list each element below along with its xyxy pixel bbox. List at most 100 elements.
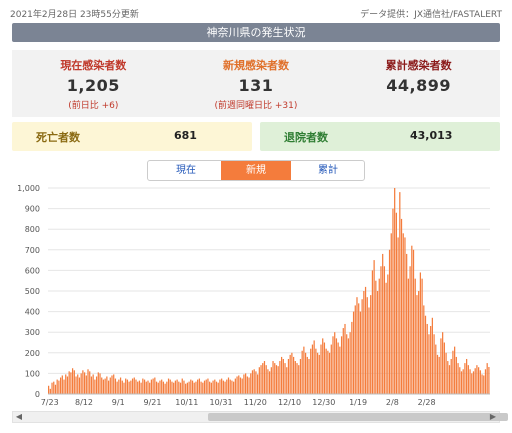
bar	[335, 338, 338, 394]
scroll-left-arrow-icon[interactable]: ◀	[15, 412, 23, 421]
bar	[303, 346, 305, 394]
bar	[450, 358, 452, 394]
bar	[190, 379, 192, 394]
bar	[478, 367, 480, 394]
bar	[476, 365, 478, 394]
bar	[349, 332, 351, 394]
bar	[298, 365, 300, 394]
x-tick-label: 8/12	[75, 398, 93, 407]
current-cases-change: (前日比 +6)	[68, 101, 119, 111]
y-tick-label: 0	[35, 390, 40, 399]
bar	[313, 340, 315, 394]
x-tick-label: 10/11	[175, 398, 198, 407]
bar	[97, 372, 99, 394]
bar	[260, 365, 262, 394]
bar	[198, 378, 200, 394]
bar	[53, 381, 55, 394]
bar	[171, 381, 173, 394]
bar	[65, 374, 67, 394]
bar	[373, 260, 375, 394]
bar	[113, 374, 115, 394]
tab-new[interactable]: 新規	[221, 161, 291, 180]
bar	[419, 272, 421, 394]
bar	[263, 361, 266, 394]
meta-row: 2021年2月28日 23時55分更新 データ提供：JX通信社/FASTALER…	[10, 7, 502, 21]
scroll-right-arrow-icon[interactable]: ▶	[489, 412, 497, 421]
bar	[61, 375, 63, 394]
bar	[106, 376, 108, 394]
bar	[270, 367, 272, 394]
bar	[380, 266, 382, 394]
bar	[361, 299, 363, 394]
bar	[101, 377, 103, 394]
bar	[387, 274, 389, 394]
bar	[448, 365, 451, 394]
bar	[138, 380, 141, 394]
bar	[178, 381, 180, 394]
bar	[135, 379, 137, 394]
bar	[287, 358, 290, 394]
y-tick-label: 800	[25, 225, 40, 234]
bar	[147, 380, 149, 394]
bar	[85, 375, 87, 394]
bar	[433, 334, 435, 394]
bar	[418, 291, 420, 394]
bar	[195, 381, 197, 394]
bar	[274, 363, 276, 394]
bar	[370, 295, 372, 394]
x-tick-label: 10/31	[209, 398, 232, 407]
bar	[322, 338, 324, 394]
scroll-thumb[interactable]	[208, 413, 508, 421]
bar	[406, 253, 408, 394]
tab-total[interactable]: 累計	[318, 165, 338, 176]
bar	[255, 371, 257, 394]
bar	[383, 266, 386, 394]
y-tick-label: 500	[25, 287, 40, 296]
bar	[173, 382, 175, 394]
x-tick-label: 11/20	[244, 398, 267, 407]
bar	[346, 334, 348, 394]
bar	[224, 381, 226, 394]
bar	[234, 378, 236, 394]
recovered-box: 退院者数 43,013	[260, 122, 500, 151]
bar	[123, 382, 125, 394]
bar	[404, 237, 406, 394]
chart-mode-tabs: 現在 新規 累計	[147, 160, 365, 181]
x-tick-label: 7/23	[41, 398, 59, 407]
bar	[486, 363, 488, 394]
y-tick-label: 300	[25, 328, 40, 337]
bar	[229, 379, 231, 394]
bar	[83, 372, 86, 394]
bar	[169, 379, 171, 394]
bar	[128, 381, 130, 394]
bar	[193, 382, 195, 394]
updated-timestamp: 2021年2月28日 23時55分更新	[10, 10, 139, 20]
bar	[250, 373, 252, 394]
bar	[241, 378, 243, 394]
tab-current[interactable]: 現在	[176, 165, 196, 176]
bar	[392, 208, 394, 394]
x-tick-label: 9/1	[112, 398, 125, 407]
bar	[356, 297, 358, 394]
total-cases-stat: 累計感染者数 44,899	[337, 50, 500, 95]
chart-scrollbar[interactable]: ◀ ▶	[12, 411, 508, 423]
bar	[166, 381, 168, 394]
y-tick-label: 600	[25, 266, 40, 275]
bar	[431, 317, 433, 394]
bar	[90, 376, 93, 394]
total-cases-value: 44,899	[386, 76, 451, 95]
bar	[111, 375, 113, 394]
bar	[125, 378, 127, 394]
bar	[428, 334, 430, 394]
bar	[215, 381, 218, 394]
bar	[390, 233, 392, 394]
new-cases-chart: 1,000 900 800 700 600 500 400 300 200 100 0 7/23 8/1…	[0, 180, 512, 408]
bar	[424, 315, 427, 394]
bar	[119, 377, 122, 394]
bar	[102, 379, 105, 394]
bar	[455, 356, 457, 394]
bar	[186, 382, 189, 394]
bar	[92, 374, 94, 394]
bar	[344, 323, 346, 394]
x-tick-label: 9/21	[144, 398, 162, 407]
